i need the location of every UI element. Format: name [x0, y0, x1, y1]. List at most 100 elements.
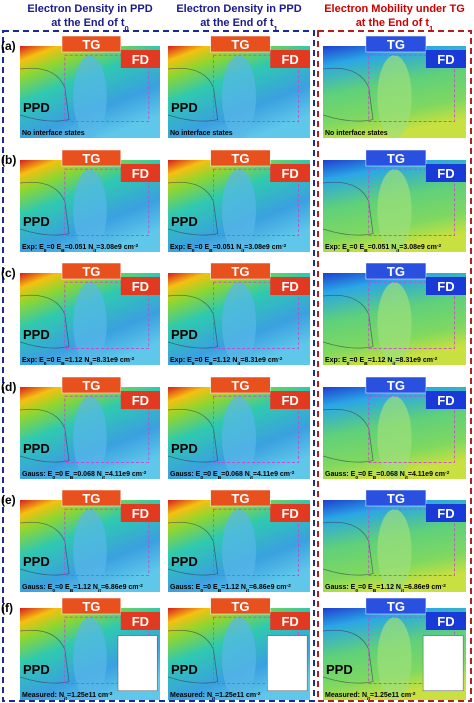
caption: it — [212, 696, 215, 702]
fd-region — [270, 612, 310, 630]
colorbar-legend — [267, 635, 308, 692]
fd-label: FD — [281, 52, 298, 67]
fd-label: FD — [437, 506, 454, 521]
caption: =0 E — [358, 584, 373, 591]
caption: Exp: E — [22, 357, 44, 364]
tg-label: TG — [82, 37, 100, 52]
caption: B — [364, 361, 368, 367]
overlay-box — [64, 395, 150, 463]
overlay-box — [213, 54, 300, 122]
caption: -2 — [442, 583, 447, 589]
ppd-label: PPD — [23, 327, 50, 342]
caption: -2 — [411, 691, 416, 697]
caption: Exp: E — [325, 357, 347, 364]
overlay-box — [213, 281, 300, 349]
fd-region — [425, 504, 466, 522]
fd-region — [425, 50, 466, 68]
tg-label: TG — [231, 264, 249, 279]
fd-region — [425, 391, 466, 409]
contour — [167, 629, 219, 684]
tg-label: TG — [387, 264, 405, 279]
ppd-label: PPD — [23, 100, 50, 115]
tg-label: TG — [231, 491, 249, 506]
row-label: (c) — [1, 266, 16, 280]
fd-label: FD — [437, 166, 454, 181]
group-box — [317, 30, 472, 702]
fd-label: FD — [132, 279, 149, 294]
column-title: at the End of t — [356, 17, 430, 29]
tg-gate — [365, 262, 427, 280]
tg-label: TG — [231, 599, 249, 614]
row-label: (f) — [1, 601, 13, 615]
fd-label: FD — [132, 166, 149, 181]
tg-gate — [210, 262, 271, 280]
group-box — [2, 30, 315, 702]
caption: it — [392, 361, 395, 367]
contour — [167, 294, 219, 349]
tg-gate — [61, 489, 122, 507]
rich-text: at the End of t0 — [51, 17, 129, 33]
caption: B — [373, 475, 377, 481]
caption: =3.08e9 cm — [96, 244, 134, 251]
caption: =4.11e9 cm — [408, 471, 445, 478]
caption: -2 — [287, 583, 292, 589]
contour — [167, 408, 219, 463]
fd-label: FD — [437, 614, 454, 629]
fd-label: FD — [132, 52, 149, 67]
caption: it — [98, 588, 101, 594]
overlay-box — [368, 168, 455, 236]
caption: Gauss: E — [22, 471, 53, 478]
fd-region — [270, 391, 310, 409]
caption: Measured: N — [22, 692, 64, 699]
caption: B — [218, 475, 222, 481]
caption: it — [64, 696, 67, 702]
caption: 0 — [44, 361, 47, 367]
caption: No interface states — [170, 130, 233, 137]
caption: Gauss: E — [325, 471, 356, 478]
ppd-label: PPD — [171, 100, 198, 115]
rich-text: Exp: E0=0 EB=1.12 Nit=8.31e9 cm-2 — [325, 356, 438, 367]
rich-text: No interface states — [325, 130, 388, 137]
caption: 0 — [192, 248, 195, 254]
fd-region — [425, 164, 466, 182]
caption: =0 E — [350, 244, 365, 251]
fd-region — [425, 277, 466, 295]
rich-text: Gauss: E0=0 EB=1.12 Nit=6.86e9 cm-2 — [22, 583, 143, 594]
caption: Gauss: E — [325, 584, 356, 591]
overlay-box — [213, 508, 300, 576]
caption: it — [89, 361, 92, 367]
column-title: 0 — [125, 24, 129, 33]
caption: -2 — [142, 470, 147, 476]
caption: =1.25e11 cm — [67, 692, 108, 699]
rich-text: Exp: E0=0 EB=1.12 Nit=8.31e9 cm-2 — [22, 356, 135, 367]
rich-text: Exp: E0=0 EB=0.051 Nit=3.08e9 cm-2 — [325, 243, 441, 254]
field-shape — [377, 509, 412, 592]
fd-label: FD — [281, 279, 298, 294]
overlay-box — [368, 508, 455, 576]
contour — [322, 181, 374, 236]
caption: =0 E — [47, 357, 62, 364]
tg-gate — [61, 262, 122, 280]
caption: =0 E — [195, 357, 210, 364]
overlay-box — [64, 281, 150, 349]
caption: Measured: N — [170, 692, 212, 699]
caption: -2 — [290, 470, 295, 476]
caption: -2 — [282, 243, 287, 249]
ppd-label: PPD — [326, 662, 353, 677]
caption: 0 — [200, 475, 203, 481]
overlay-box — [368, 281, 455, 349]
tg-label: TG — [231, 378, 249, 393]
fd-region — [425, 612, 466, 630]
row-label: (e) — [1, 493, 16, 507]
rich-text: Measured: Nit=1.25e11 cm-2 — [22, 691, 113, 702]
caption: =3.08e9 cm — [244, 244, 282, 251]
caption: B — [209, 248, 213, 254]
caption: Gauss: E — [22, 584, 53, 591]
caption: -2 — [130, 356, 135, 362]
field-shape — [377, 169, 412, 253]
caption: Exp: E — [325, 244, 347, 251]
tg-gate — [365, 149, 427, 167]
fd-label: FD — [132, 614, 149, 629]
